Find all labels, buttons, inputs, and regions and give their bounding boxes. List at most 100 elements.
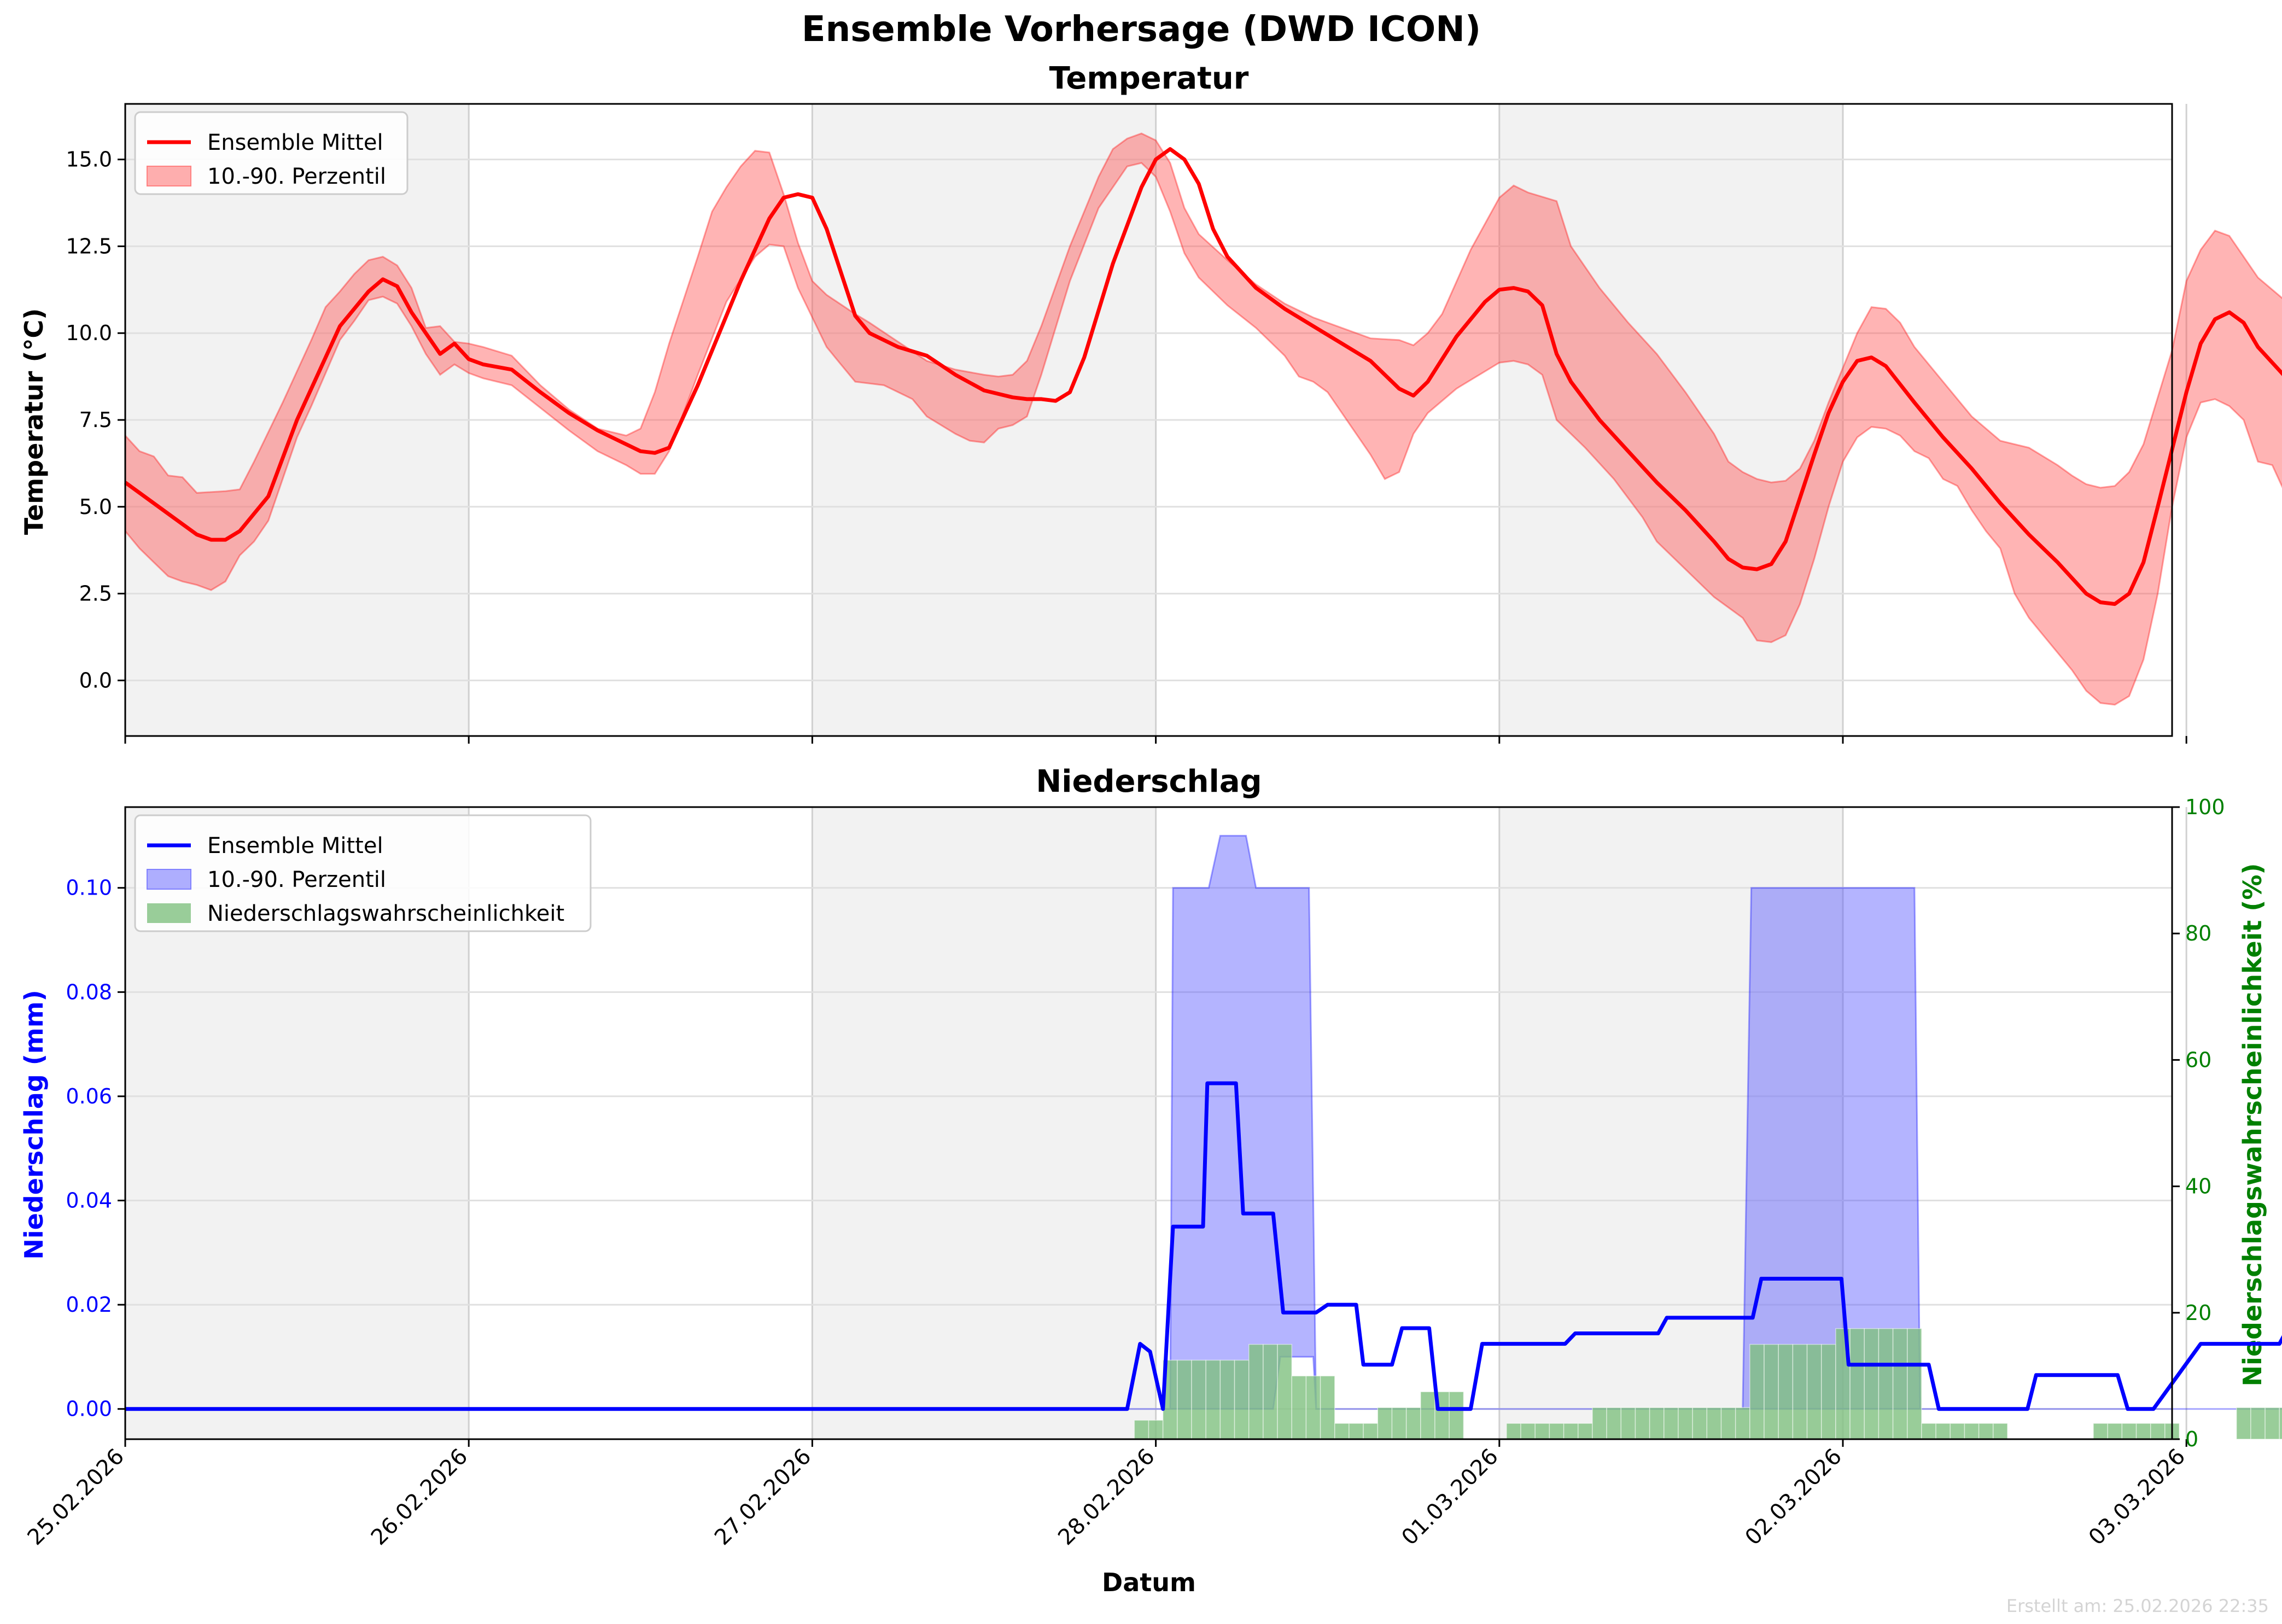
plot-frame — [124, 806, 2173, 1440]
legend-label: 10.-90. Perzentil — [207, 867, 386, 892]
precipitation-mean-line — [125, 1081, 2282, 1411]
day-shading — [812, 807, 1156, 1439]
probability-bar — [1320, 1375, 1335, 1440]
precipitation-ylabel: Niederschlag (mm) — [19, 990, 49, 1259]
probability-bar — [1592, 1407, 1607, 1440]
probability-bar — [1205, 1359, 1221, 1440]
probability-bar — [1420, 1391, 1435, 1440]
probability-bar — [1334, 1423, 1350, 1440]
probability-bar — [1978, 1423, 1994, 1440]
x-tick-label: 27.02.2026 — [710, 1444, 816, 1550]
probability-bar — [1577, 1423, 1593, 1440]
probability-bar — [1950, 1423, 1965, 1440]
temperature-percentile-band — [124, 132, 2282, 706]
probability-bar — [1921, 1423, 1936, 1440]
probability-bar — [1377, 1407, 1393, 1440]
temperature-ylabel: Temperatur (°C) — [19, 308, 49, 535]
probability-bar — [1134, 1419, 1149, 1440]
x-tick-label: 02.03.2026 — [1741, 1444, 1847, 1550]
probability-bar — [1563, 1423, 1579, 1440]
probability-bar — [1635, 1407, 1650, 1440]
y-tick-label: 15.0 — [66, 148, 112, 172]
probability-bar — [1520, 1423, 1536, 1440]
probability-bar — [1248, 1343, 1264, 1440]
y-tick-label: 12.5 — [66, 234, 112, 258]
probability-bar — [1792, 1343, 1808, 1440]
probability-bar — [1892, 1328, 1908, 1440]
probability-bar — [1549, 1423, 1565, 1440]
precipitation-xlabel: Datum — [1102, 1568, 1196, 1597]
precipitation-title: Niederschlag — [1036, 764, 1262, 799]
probability-bar — [1749, 1343, 1765, 1440]
legend-patch-swatch — [147, 166, 191, 186]
precipitation-panel: Niederschlag Niederschlag (mm) Niedersch… — [19, 764, 2282, 1597]
probability-bar — [1349, 1423, 1364, 1440]
probability-bar — [1878, 1328, 1894, 1440]
y-tick-label: 0.08 — [66, 980, 112, 1004]
probability-bar — [2236, 1407, 2251, 1440]
probability-bar — [2121, 1423, 2137, 1440]
x-tick-label: 03.03.2026 — [2084, 1444, 2190, 1550]
probability-bar — [1820, 1343, 1836, 1440]
probability-bar — [1506, 1423, 1521, 1440]
probability-bar — [2265, 1407, 2280, 1440]
probability-bar — [1935, 1423, 1951, 1440]
probability-bar — [1649, 1407, 1665, 1440]
legend-label: Ensemble Mittel — [207, 833, 383, 858]
probability-bar — [1405, 1407, 1421, 1440]
probability-bar — [1305, 1375, 1321, 1440]
probability-bar — [1993, 1423, 2008, 1440]
probability-bar — [1620, 1407, 1636, 1440]
y-tick-label: 0 — [2185, 1427, 2198, 1451]
legend-box — [134, 814, 592, 932]
probability-bar — [1177, 1359, 1192, 1440]
probability-bar — [1864, 1328, 1880, 1440]
probability-bar — [1534, 1423, 1550, 1440]
probability-bar — [2250, 1407, 2266, 1440]
y-tick-label: 0.00 — [66, 1397, 112, 1421]
y-tick-label: 2.5 — [79, 582, 112, 606]
probability-bar — [1291, 1375, 1307, 1440]
y-tick-label: 80 — [2185, 921, 2211, 945]
probability-ylabel: Niederschlagswahrscheinlichkeit (%) — [2238, 863, 2267, 1387]
probability-bar — [1606, 1407, 1622, 1440]
x-tick-label: 28.02.2026 — [1053, 1444, 1159, 1550]
y-tick-label: 0.06 — [66, 1084, 112, 1108]
legend-box — [134, 111, 408, 195]
temperature-panel: Temperatur Temperatur (°C) 0.0 2.5 5.0 7.5 1… — [19, 61, 2282, 744]
probability-bar — [2135, 1423, 2151, 1440]
probability-bar — [1806, 1343, 1822, 1440]
probability-bar — [1219, 1359, 1235, 1440]
y-tick-label: 0.02 — [66, 1293, 112, 1317]
probability-bar — [1692, 1407, 1708, 1440]
probability-bar — [1778, 1343, 1794, 1440]
legend-label: Niederschlagswahrscheinlichkeit — [207, 901, 564, 926]
probability-bar — [2150, 1423, 2166, 1440]
probability-bar — [1706, 1407, 1722, 1440]
legend-patch-swatch — [147, 903, 191, 923]
y-tick-label: 60 — [2185, 1048, 2211, 1072]
probability-bar — [1234, 1359, 1250, 1440]
temperature-title: Temperatur — [1049, 61, 1249, 96]
probability-bar — [1263, 1343, 1278, 1440]
legend-label: Ensemble Mittel — [207, 130, 383, 155]
y-tick-label: 100 — [2185, 795, 2225, 819]
temperature-mean-line — [124, 147, 2282, 606]
y-tick-label: 5.0 — [79, 495, 112, 519]
probability-bar — [1907, 1328, 1922, 1440]
probability-bar — [1964, 1423, 1980, 1440]
probability-bar — [1849, 1328, 1865, 1440]
probability-bar — [1277, 1343, 1292, 1440]
y-tick-label: 0.04 — [66, 1189, 112, 1213]
y-tick-label: 10.0 — [66, 321, 112, 345]
y-tick-label: 7.5 — [79, 408, 112, 432]
probability-bar — [1391, 1407, 1407, 1440]
probability-bar — [1363, 1423, 1379, 1440]
probability-bar — [1449, 1391, 1464, 1440]
probability-bar — [2093, 1423, 2108, 1440]
legend-patch-swatch — [147, 869, 191, 890]
probability-bar — [2107, 1423, 2123, 1440]
x-tick-label: 25.02.2026 — [23, 1444, 129, 1550]
created-timestamp: Erstellt am: 25.02.2026 22:35 — [2006, 1596, 2269, 1616]
